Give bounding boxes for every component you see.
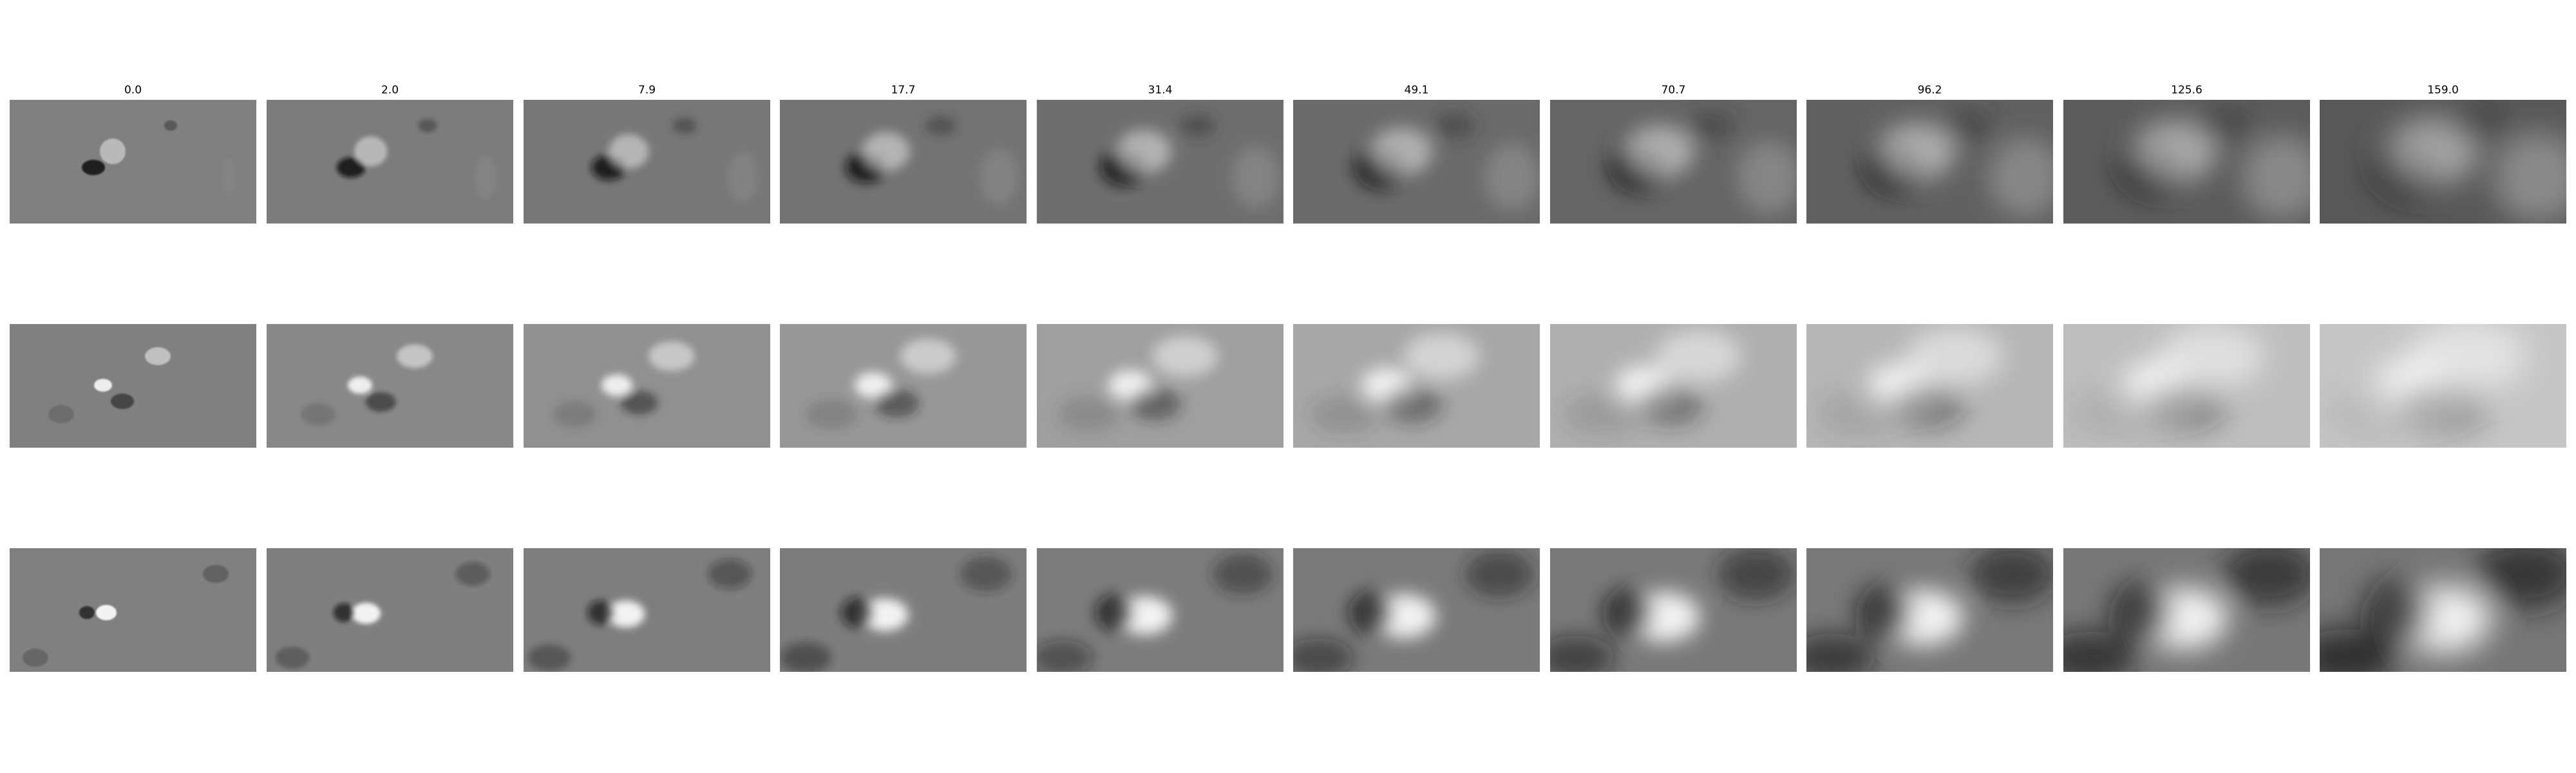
image-panel [2063, 324, 2310, 448]
image-panel [1550, 324, 1797, 448]
column-title: 2.0 [381, 84, 399, 97]
image-panel [780, 548, 1027, 672]
column-title: 96.2 [1917, 84, 1942, 97]
image-panel [1293, 324, 1540, 448]
image-panel [10, 548, 256, 672]
image-panel [10, 100, 256, 224]
column-title: 0.0 [124, 84, 142, 97]
image-panel [267, 100, 513, 224]
image-panel [2063, 100, 2310, 224]
image-panel [1806, 548, 2053, 672]
image-panel [2320, 324, 2566, 448]
image-panel [780, 100, 1027, 224]
image-panel [10, 324, 256, 448]
column-title: 70.7 [1661, 84, 1686, 97]
image-panel [1293, 100, 1540, 224]
column-title: 49.1 [1404, 84, 1429, 97]
image-panel [1293, 548, 1540, 672]
image-panel [1037, 100, 1283, 224]
image-panel [1037, 324, 1283, 448]
image-panel [1806, 324, 2053, 448]
column-title: 7.9 [638, 84, 656, 97]
column-title: 159.0 [2427, 84, 2459, 97]
image-panel [524, 324, 770, 448]
image-panel [2320, 548, 2566, 672]
image-panel [267, 324, 513, 448]
image-panel [2063, 548, 2310, 672]
image-panel [1037, 548, 1283, 672]
image-panel [524, 100, 770, 224]
image-panel [1550, 100, 1797, 224]
column-title: 125.6 [2171, 84, 2202, 97]
column-title: 31.4 [1148, 84, 1173, 97]
column-title: 17.7 [891, 84, 916, 97]
image-panel [1806, 100, 2053, 224]
image-panel [267, 548, 513, 672]
image-panel [2320, 100, 2566, 224]
image-panel [1550, 548, 1797, 672]
image-panel [524, 548, 770, 672]
image-panel [780, 324, 1027, 448]
